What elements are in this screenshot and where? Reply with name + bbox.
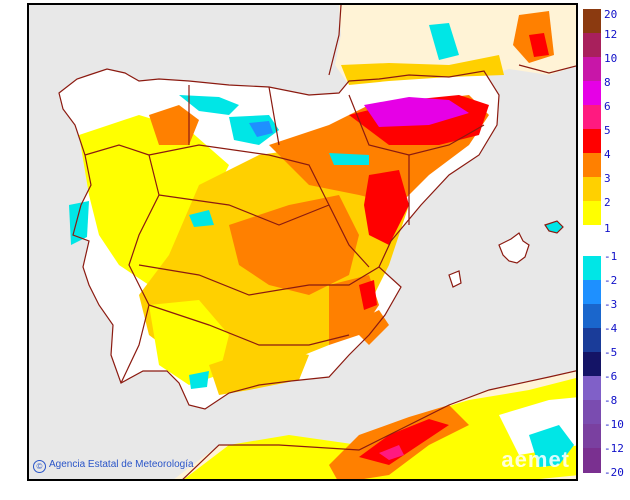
legend-label: 6	[604, 100, 611, 113]
map-canvas	[58, 5, 576, 479]
legend-label: 3	[604, 172, 611, 185]
legend-box-neg8	[583, 400, 601, 424]
legend-label: 1	[604, 222, 611, 235]
credit-text: © Agencia Estatal de Meteorología	[33, 459, 194, 473]
legend-box-neg6	[583, 376, 601, 400]
anomaly-map: © Agencia Estatal de Meteorología aemet	[27, 3, 578, 481]
menorca	[545, 221, 563, 233]
legend-box-neg5	[583, 352, 601, 376]
africa-anomaly-cyan	[529, 425, 574, 467]
africa-anomaly-pink	[379, 445, 404, 460]
region-borders	[58, 5, 576, 479]
copyright-icon: ©	[33, 460, 46, 473]
legend-box-10	[583, 57, 601, 81]
legend-label: -5	[604, 346, 618, 359]
legend-label: 5	[604, 124, 611, 137]
legend-label: -6	[604, 370, 618, 383]
france-strip-yellow	[341, 55, 504, 85]
legend-label: -4	[604, 322, 618, 335]
legend-box-6	[583, 105, 601, 129]
legend-label: -3	[604, 298, 618, 311]
color-legend: 20 12 10 8 6 5 4 3 2 1 -1 -2 -3 -4 -5 -6…	[583, 9, 630, 479]
legend-label: -12	[604, 442, 624, 455]
legend-label: 8	[604, 76, 611, 89]
legend-box-neg2	[583, 280, 601, 304]
mallorca	[499, 233, 529, 263]
africa-anomaly-yellow	[184, 378, 576, 479]
france-east-red	[529, 33, 549, 57]
legend-box-2	[583, 201, 601, 225]
legend-label: -8	[604, 394, 618, 407]
legend-label: -1	[604, 250, 618, 263]
legend-label: 2	[604, 196, 611, 209]
legend-box-neg4	[583, 328, 601, 352]
legend-box-3	[583, 177, 601, 201]
legend-box-8	[583, 81, 601, 105]
legend-box-20	[583, 9, 601, 33]
legend-box-4	[583, 153, 601, 177]
cool-anomaly-patches	[69, 23, 459, 389]
legend-label: -2	[604, 274, 618, 287]
legend-label: 10	[604, 52, 618, 65]
legend-box-neg1	[583, 256, 601, 280]
legend-box-neg12	[583, 448, 601, 473]
credit-label: Agencia Estatal de Meteorología	[49, 459, 194, 470]
legend-label: -10	[604, 418, 624, 431]
legend-box-neg3	[583, 304, 601, 328]
legend-label: 20	[604, 8, 618, 21]
legend-box-12	[583, 33, 601, 57]
legend-box-neg10	[583, 424, 601, 448]
legend-label: 12	[604, 28, 618, 41]
legend-label: -20	[604, 466, 624, 479]
iberia-anomaly-field	[79, 95, 489, 395]
aemet-watermark: aemet	[501, 447, 570, 472]
legend-box-5	[583, 129, 601, 153]
legend-label: 4	[604, 148, 611, 161]
